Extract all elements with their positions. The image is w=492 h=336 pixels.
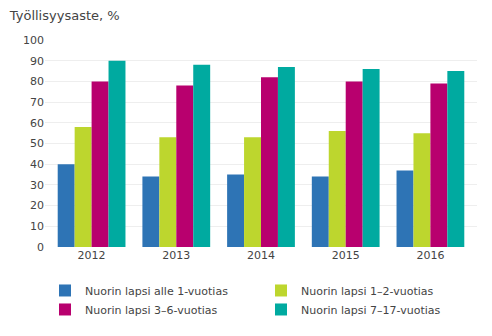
svg-text:2016: 2016: [416, 249, 444, 262]
svg-text:50: 50: [30, 137, 44, 150]
svg-text:20: 20: [30, 199, 44, 212]
svg-text:10: 10: [30, 220, 44, 233]
svg-text:Nuorin lapsi 7–17-vuotias: Nuorin lapsi 7–17-vuotias: [301, 304, 441, 317]
svg-text:2012: 2012: [78, 249, 106, 262]
svg-text:30: 30: [30, 179, 44, 192]
svg-text:2014: 2014: [247, 249, 275, 262]
svg-text:40: 40: [30, 158, 44, 171]
svg-text:Nuorin lapsi 1–2-vuotias: Nuorin lapsi 1–2-vuotias: [301, 285, 434, 298]
svg-text:2015: 2015: [332, 249, 360, 262]
svg-text:60: 60: [30, 117, 44, 130]
svg-text:80: 80: [30, 75, 44, 88]
svg-text:Työllisyysaste, %: Työllisyysaste, %: [9, 8, 120, 23]
svg-text:2013: 2013: [162, 249, 190, 262]
svg-text:100: 100: [23, 34, 44, 47]
svg-text:70: 70: [30, 96, 44, 109]
svg-text:90: 90: [30, 55, 44, 68]
svg-text:0: 0: [37, 241, 44, 254]
svg-text:Nuorin lapsi 3–6-vuotias: Nuorin lapsi 3–6-vuotias: [85, 304, 218, 317]
svg-text:Nuorin lapsi alle 1-vuotias: Nuorin lapsi alle 1-vuotias: [85, 285, 228, 298]
